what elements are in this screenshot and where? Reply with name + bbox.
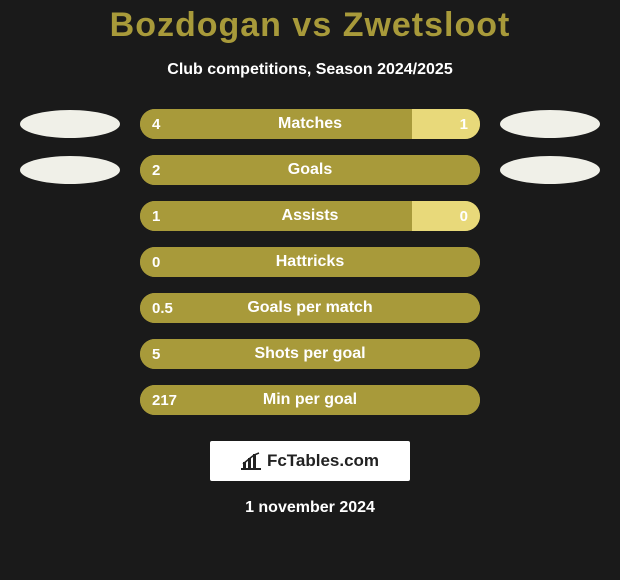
stat-row: 2Goals — [0, 155, 620, 185]
stat-bar: 0.5Goals per match — [140, 293, 480, 323]
stat-label: Min per goal — [140, 391, 480, 409]
stats-container: 41Matches 2Goals 10Assists 0Hattricks 0.5Goa… — [0, 109, 620, 415]
player-badge-right — [500, 110, 600, 138]
stat-row: 0Hattricks — [0, 247, 620, 277]
footer-date: 1 november 2024 — [0, 499, 620, 517]
stat-bar: 10Assists — [140, 201, 480, 231]
chart-icon — [241, 452, 261, 470]
stat-bar: 5Shots per goal — [140, 339, 480, 369]
footer-brand-text: FcTables.com — [267, 451, 379, 471]
page-title: Bozdogan vs Zwetsloot — [0, 0, 620, 45]
stat-label: Matches — [140, 115, 480, 133]
stat-label: Goals per match — [140, 299, 480, 317]
player-badge-left — [20, 156, 120, 184]
title-vs: vs — [292, 6, 332, 44]
stat-label: Hattricks — [140, 253, 480, 271]
stat-label: Assists — [140, 207, 480, 225]
title-player-right: Zwetsloot — [343, 6, 511, 44]
stat-bar: 2Goals — [140, 155, 480, 185]
title-player-left: Bozdogan — [110, 6, 282, 44]
player-badge-right — [500, 156, 600, 184]
stat-label: Goals — [140, 161, 480, 179]
stat-label: Shots per goal — [140, 345, 480, 363]
stat-bar: 0Hattricks — [140, 247, 480, 277]
footer-brand: FcTables.com — [210, 441, 410, 481]
stat-row: 217Min per goal — [0, 385, 620, 415]
player-badge-left — [20, 110, 120, 138]
stat-row: 10Assists — [0, 201, 620, 231]
subtitle: Club competitions, Season 2024/2025 — [0, 61, 620, 79]
stat-bar: 217Min per goal — [140, 385, 480, 415]
stat-row: 41Matches — [0, 109, 620, 139]
stat-row: 5Shots per goal — [0, 339, 620, 369]
stat-row: 0.5Goals per match — [0, 293, 620, 323]
stat-bar: 41Matches — [140, 109, 480, 139]
